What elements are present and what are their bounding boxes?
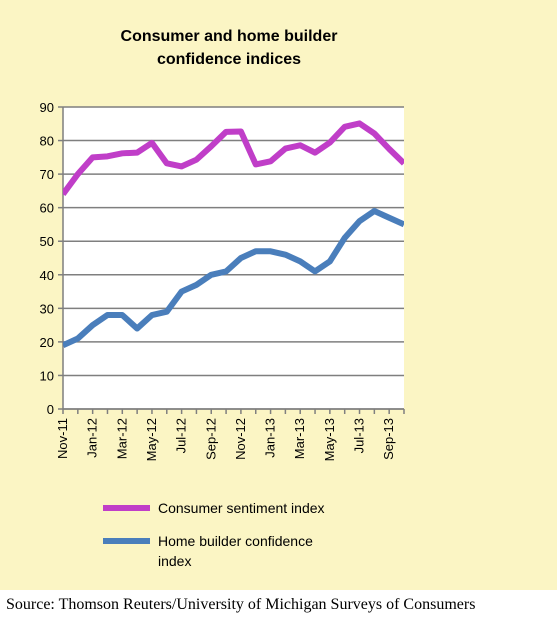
x-tick-label-May-12: May-12 [144, 418, 159, 461]
y-tick-label-40: 40 [40, 268, 54, 283]
plot-area: 0 10 20 30 40 50 60 70 80 90 Nov-11 Jan-12 Mar-12 May… [40, 100, 405, 461]
chart-title-line-1: Consumer and home builder [121, 28, 338, 45]
x-tick-label-Mar-13: Mar-13 [292, 418, 307, 459]
legend-label-builder-line-1: Home builder confidence [158, 533, 313, 549]
chart-title-line-2: confidence indices [157, 51, 301, 68]
chart-panel: Consumer and home builder confidence ind… [0, 0, 557, 590]
y-tick-label-70: 70 [40, 167, 54, 182]
x-tick-label-Jul-13: Jul-13 [352, 418, 367, 453]
y-tick-label-80: 80 [40, 134, 54, 149]
chart: Consumer and home builder confidence ind… [0, 0, 557, 590]
legend-label-consumer: Consumer sentiment index [158, 500, 325, 516]
y-tick-label-50: 50 [40, 234, 54, 249]
series-line-consumer-sentiment [63, 120, 404, 197]
y-tick-label-90: 90 [40, 100, 54, 115]
y-tick-label-60: 60 [40, 201, 54, 216]
y-tick-label-30: 30 [40, 301, 54, 316]
y-tick-label-10: 10 [40, 368, 54, 383]
x-tick-label-Jan-13: Jan-13 [263, 418, 278, 458]
x-tick-label-May-13: May-13 [322, 418, 337, 461]
x-tick-label-Sep-13: Sep-13 [381, 418, 396, 460]
x-tick-label-Mar-12: Mar-12 [114, 418, 129, 459]
plot-background [63, 107, 404, 409]
y-tick-label-0: 0 [47, 402, 54, 417]
y-tick-label-20: 20 [40, 335, 54, 350]
series-line-home-builder-confidence [63, 208, 404, 348]
x-tick-label-Sep-12: Sep-12 [203, 418, 218, 460]
x-tick-label-Nov-11: Nov-11 [55, 418, 70, 459]
source-note: Source: Thomson Reuters/University of Mi… [6, 596, 476, 613]
legend-label-builder-line-2: index [158, 553, 191, 569]
x-tick-label-Jul-12: Jul-12 [174, 418, 189, 453]
x-tick-label-Nov-12: Nov-12 [233, 418, 248, 460]
legend: Consumer sentiment index Home builder co… [103, 500, 325, 569]
x-tick-label-Jan-12: Jan-12 [85, 418, 100, 458]
